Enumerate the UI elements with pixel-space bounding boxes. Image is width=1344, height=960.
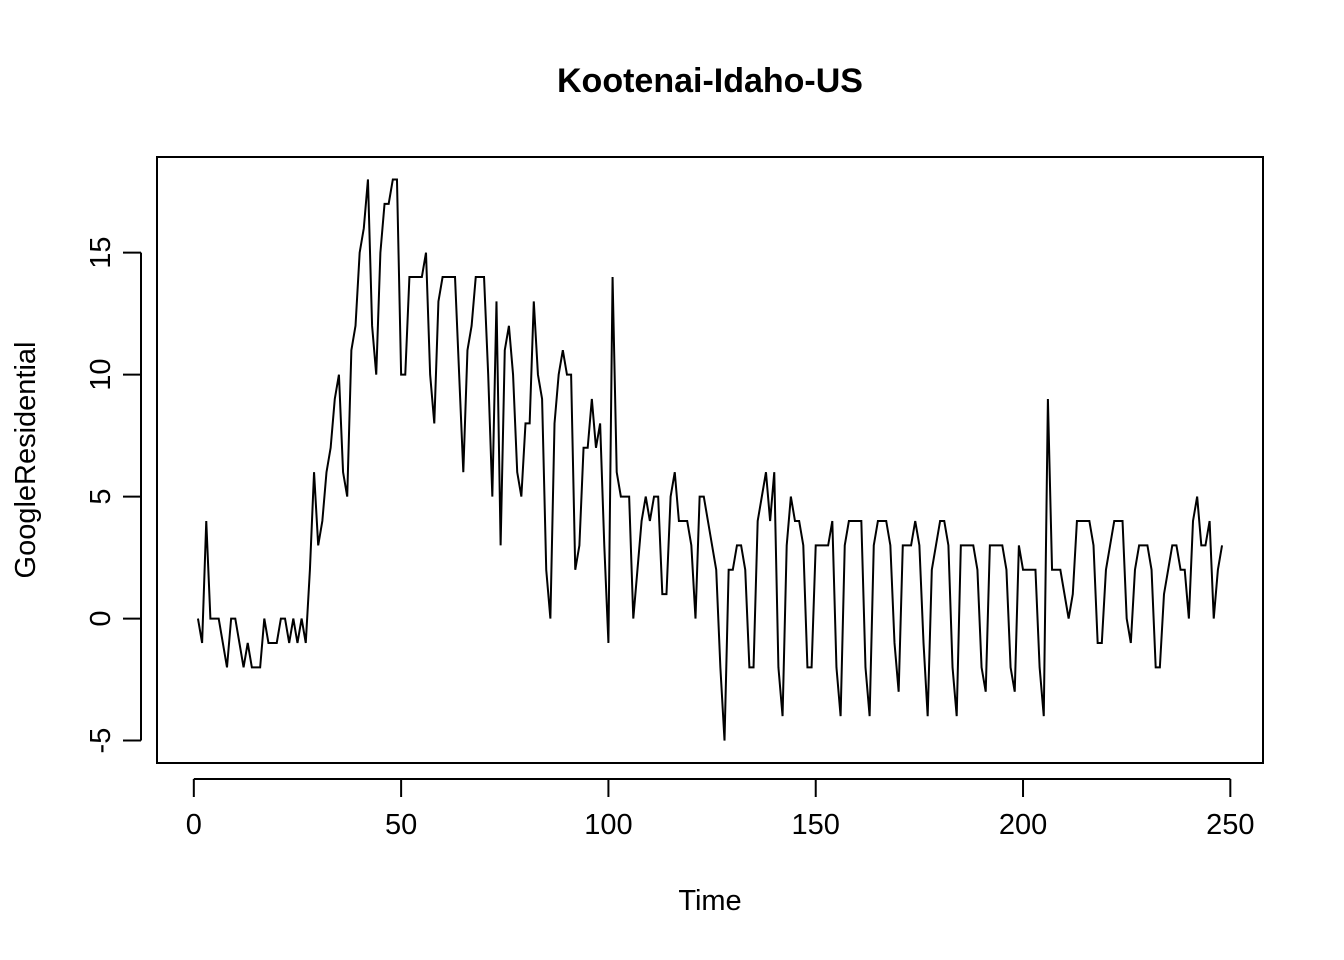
y-axis-label: GoogleResidential [10, 342, 42, 579]
x-axis: 0 50 100 150 200 250 [186, 778, 1255, 841]
x-tick-label: 250 [1206, 809, 1254, 841]
x-tick-label: 50 [385, 809, 417, 841]
plot-box [156, 156, 1264, 764]
y-axis: -5 0 5 10 15 [85, 237, 142, 754]
x-tick-label: 200 [999, 809, 1047, 841]
chart-title: Kootenai-Idaho-US [557, 62, 863, 100]
x-tick-label: 0 [186, 809, 202, 841]
y-tick-label: -5 [85, 728, 117, 754]
y-tick-label: 5 [85, 489, 117, 505]
data-points [198, 179, 1222, 740]
x-axis-label: Time [678, 885, 741, 917]
series-line [196, 178, 1224, 741]
x-tick-label: 150 [792, 809, 840, 841]
x-tick-label: 100 [584, 809, 632, 841]
y-tick-label: 15 [85, 237, 117, 269]
y-tick-label: 0 [85, 611, 117, 627]
y-tick-label: 10 [85, 358, 117, 390]
